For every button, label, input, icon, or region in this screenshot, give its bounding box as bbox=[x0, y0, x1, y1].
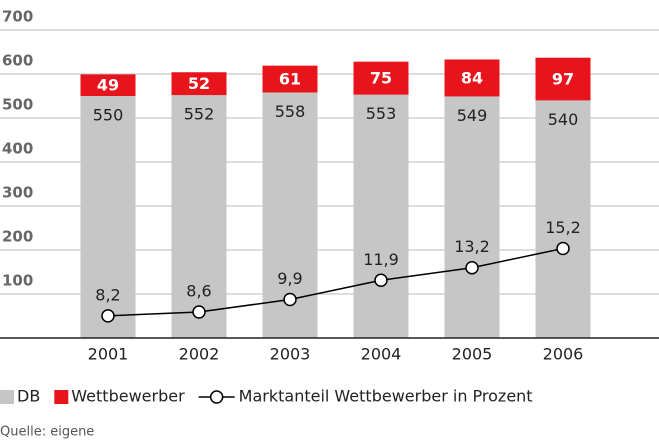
value-label: 13,2 bbox=[454, 237, 490, 256]
source: Quelle: eigene bbox=[0, 425, 94, 440]
value-label: 75 bbox=[370, 69, 392, 88]
legend-label: Marktanteil Wettbewerber in Prozent bbox=[239, 387, 533, 406]
value-label: 11,9 bbox=[363, 250, 399, 269]
x-tick-label: 2006 bbox=[543, 345, 584, 364]
value-label: 558 bbox=[275, 102, 306, 121]
legend-label: DB bbox=[17, 387, 40, 406]
line bbox=[107, 247, 564, 317]
line-marker bbox=[192, 305, 206, 319]
value-label: 15,2 bbox=[545, 218, 581, 237]
value-label: 9,9 bbox=[277, 269, 302, 288]
value-label: 8,2 bbox=[95, 285, 120, 304]
value-label: 84 bbox=[461, 68, 483, 87]
legend-swatch bbox=[0, 390, 14, 404]
y-tick-label: 200 bbox=[2, 228, 33, 246]
line-marker bbox=[556, 241, 570, 256]
bar-segment bbox=[80, 74, 136, 96]
bar-segment bbox=[444, 96, 500, 338]
line-marker bbox=[465, 260, 479, 275]
bar-segment bbox=[353, 94, 409, 339]
value-label: 553 bbox=[366, 104, 397, 123]
line-marker bbox=[283, 292, 297, 307]
bar-segment bbox=[262, 65, 318, 93]
value-label: 552 bbox=[184, 105, 215, 124]
y-tick-label: 100 bbox=[2, 272, 33, 290]
y-tick-label: 400 bbox=[2, 140, 33, 158]
bar-segment bbox=[80, 96, 136, 338]
bar-segment bbox=[171, 95, 227, 339]
x-tick-label: 2003 bbox=[270, 345, 311, 364]
line-marker bbox=[101, 309, 115, 323]
x-tick-label: 2002 bbox=[179, 345, 220, 364]
bar-segment bbox=[171, 72, 227, 96]
legend-swatch bbox=[54, 390, 69, 404]
bar-segment bbox=[444, 59, 500, 97]
value-label: 49 bbox=[97, 76, 119, 95]
line-marker bbox=[374, 273, 388, 287]
value-label: 8,6 bbox=[186, 282, 211, 301]
y-tick-label: 600 bbox=[2, 52, 33, 70]
legend-label: Wettbewerber bbox=[71, 387, 185, 406]
value-label: 52 bbox=[188, 74, 210, 93]
y-tick-label: 300 bbox=[2, 184, 33, 202]
y-tick-label: 500 bbox=[2, 96, 33, 114]
value-label: 61 bbox=[279, 70, 301, 89]
value-label: 549 bbox=[457, 106, 488, 125]
bar-segment bbox=[535, 57, 591, 101]
x-tick-label: 2001 bbox=[88, 345, 129, 364]
legend-swatch bbox=[209, 390, 224, 404]
value-label: 97 bbox=[552, 70, 574, 89]
bar-segment bbox=[353, 61, 409, 95]
bar-segment bbox=[535, 100, 591, 339]
x-tick-label: 2005 bbox=[452, 345, 493, 364]
y-tick-label: 700 bbox=[2, 8, 33, 26]
value-label: 550 bbox=[93, 106, 124, 125]
x-tick-label: 2004 bbox=[361, 345, 402, 364]
value-label: 540 bbox=[548, 110, 579, 129]
